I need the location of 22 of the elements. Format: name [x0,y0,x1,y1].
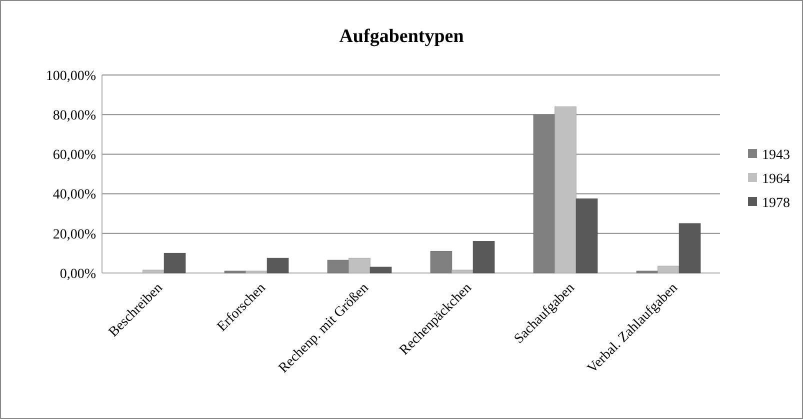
bar [576,198,598,274]
y-tick-label: 100,00% [46,68,96,84]
bar [327,260,350,274]
legend-label: 1943 [762,148,790,163]
y-tick-label: 20,00% [52,227,96,242]
y-tick-label: 60,00% [52,148,96,164]
bar [452,270,474,274]
chart-title: Aufgabentypen [339,26,464,47]
bar [658,266,680,274]
y-tick-label: 0,00% [60,266,96,282]
bar [164,252,186,274]
bar [678,223,701,274]
bar [266,258,289,274]
y-tick-label: 40,00% [52,188,96,203]
bar [370,266,392,274]
y-tick-label: 80,00% [52,108,96,124]
bar [430,250,452,274]
bar [348,258,370,274]
legend-label: 1978 [762,196,790,211]
bar [472,241,495,274]
legend-label: 1964 [762,172,790,187]
bar [554,106,576,274]
